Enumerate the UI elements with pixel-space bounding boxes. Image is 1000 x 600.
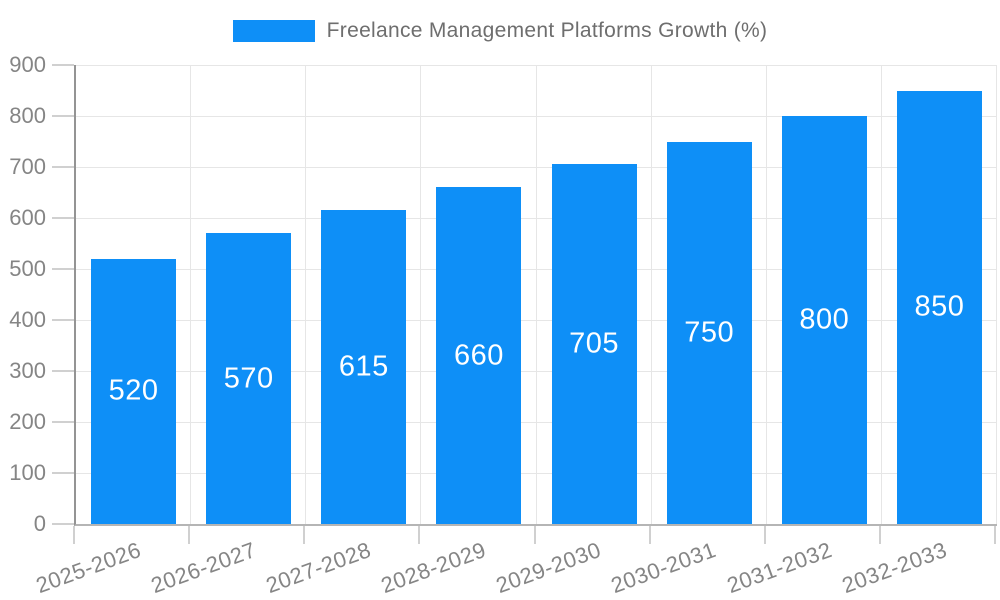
y-axis-tick (52, 370, 74, 372)
bar-value-label: 615 (338, 350, 389, 383)
x-axis-tick (188, 526, 191, 544)
bar-value-label: 850 (914, 290, 965, 323)
bar[interactable]: 850 (896, 90, 982, 524)
x-gridline (996, 65, 997, 524)
y-axis-tick (52, 217, 74, 219)
y-gridline (76, 269, 997, 270)
y-gridline (76, 116, 997, 117)
bar-value-label: 750 (684, 316, 735, 349)
x-axis-category-label: 2025-2026 (32, 537, 145, 599)
y-axis-tick (52, 472, 74, 474)
x-gridline (190, 65, 192, 524)
bar[interactable]: 615 (321, 210, 407, 524)
y-gridline (76, 167, 997, 168)
y-axis-tick-label: 600 (9, 205, 46, 230)
y-axis-tick-label: 700 (9, 154, 46, 179)
x-axis-tick (994, 526, 996, 544)
y-axis-tick (52, 421, 74, 423)
bar-value-label: 705 (569, 327, 619, 360)
y-axis-tick (52, 115, 74, 117)
x-axis-category-label: 2032-2033 (838, 537, 950, 599)
y-axis-tick-label: 200 (9, 409, 46, 434)
x-axis-category-label: 2030-2031 (608, 537, 720, 599)
bar[interactable]: 570 (206, 233, 292, 524)
y-axis-tick (52, 166, 74, 168)
y-axis-tick-label: 400 (9, 307, 46, 332)
y-gridline (76, 320, 997, 321)
x-gridline (650, 65, 652, 524)
x-axis-tick (648, 526, 651, 544)
bar[interactable]: 660 (436, 187, 522, 524)
y-axis-tick (52, 319, 74, 321)
bar-value-label: 660 (453, 339, 504, 372)
x-axis-tick (418, 526, 421, 544)
x-axis-category-label: 2028-2029 (377, 537, 490, 599)
y-gridline (76, 422, 997, 423)
y-axis-tick-label: 100 (9, 460, 46, 485)
x-axis-tick (533, 526, 536, 544)
x-gridline (420, 65, 422, 524)
y-gridline (76, 65, 997, 66)
x-axis-category-label: 2029-2030 (492, 537, 605, 599)
bar-value-label: 520 (108, 374, 159, 407)
legend[interactable]: Freelance Management Platforms Growth (%… (0, 19, 1000, 43)
y-axis-tick (52, 64, 74, 66)
bar[interactable]: 705 (551, 164, 637, 524)
x-axis-category-label: 2027-2028 (262, 537, 375, 599)
legend-swatch-icon (232, 20, 315, 42)
x-gridline (765, 65, 767, 524)
y-axis-tick-label: 500 (9, 256, 46, 281)
y-gridline (76, 218, 997, 219)
x-gridline (305, 65, 307, 524)
bar[interactable]: 750 (666, 141, 752, 524)
y-axis-tick (52, 523, 74, 525)
y-axis-tick-label: 0 (33, 511, 46, 536)
x-axis-category-label: 2026-2027 (147, 537, 260, 599)
bar[interactable]: 800 (781, 116, 867, 524)
legend-label: Freelance Management Platforms Growth (%… (326, 19, 768, 42)
bar-value-label: 800 (799, 303, 850, 336)
y-axis-tick-label: 800 (9, 103, 46, 128)
x-axis-tick (763, 526, 766, 544)
plot-area: 520 570 615 660 705 750 800 850 (74, 65, 997, 526)
y-axis-tick (52, 268, 74, 270)
y-gridline (76, 371, 997, 372)
x-gridline (880, 65, 882, 524)
x-axis-tick (303, 526, 306, 544)
bar[interactable]: 520 (91, 258, 177, 524)
x-axis-tick (73, 526, 75, 544)
x-gridline (535, 65, 537, 524)
y-axis-tick-label: 300 (9, 358, 46, 383)
y-gridline (76, 473, 997, 474)
y-axis-tick-label: 900 (9, 52, 46, 77)
bar-value-label: 570 (223, 362, 274, 395)
x-axis-category-label: 2031-2032 (723, 537, 835, 599)
x-axis-tick (878, 526, 881, 544)
